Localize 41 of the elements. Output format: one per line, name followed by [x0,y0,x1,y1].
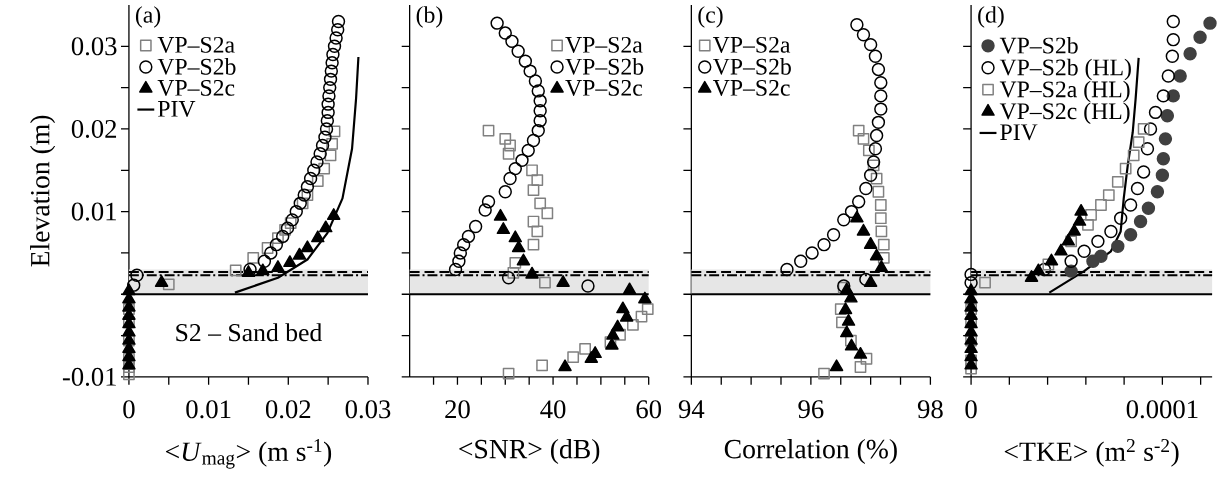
legend-label: VP–S2b [999,36,1078,54]
annotation: S2 – Sand bed [176,323,323,342]
legend-label: VP–S2a [157,36,235,53]
x-tick-label: 0.02 [265,400,311,419]
x-tick-label: 98 [917,400,943,419]
legend-label: VP–S2c [712,79,790,96]
legend-label: VP–S2c [157,79,235,96]
annotation: (c) [698,6,723,28]
x-tick-label: 94 [678,400,705,419]
legend-label: VP–S2b [157,58,236,75]
y-tick-label: 0.03 [71,37,117,56]
legend-label: VP–S2a [565,36,643,53]
legend-label: PIV [158,101,196,117]
annotation: (d) [978,6,1004,28]
y-tick-label: 0.01 [71,202,116,221]
x-tick-label: 0.01 [186,400,231,419]
legend-label: VP–S2b [565,58,644,75]
x-tick-label: 40 [540,400,566,419]
legend-label: VP–S2b [712,58,791,75]
legend-label: VP–S2a (HL) [999,80,1130,103]
x-tick-label: 0 [123,400,135,419]
x-axis-title: Correlation (%) [724,438,897,465]
legend-label: VP–S2a [712,36,791,53]
y-tick-label: 0.02 [71,119,117,138]
legend-label: VP–S2c [565,79,643,96]
x-tick-label: 0.03 [345,400,391,419]
x-tick-label: 20 [445,400,470,419]
legend-label: PIV [1000,124,1038,141]
x-tick-label: 0.0001 [1126,400,1198,419]
legend-label: VP–S2b (HL) [999,58,1131,81]
x-axis-title: <U$_{mag}$> (m s$^{-1}$) [165,439,332,469]
x-tick-label: 60 [636,400,662,419]
x-tick-label: 0 [965,400,977,419]
x-axis-title: <SNR> (dB) [459,438,600,465]
legend-label: VP–S2c (HL) [999,102,1130,125]
x-tick-label: 96 [798,400,824,419]
annotation: (b) [416,6,443,28]
x-axis-title: <TKE> (m$^{2}$ s$^{-2}$) [1004,439,1179,467]
annotation: (a) [135,6,161,28]
y-axis-title: Elevation (m) [30,115,56,267]
y-tick-label: -0.01 [62,367,116,386]
